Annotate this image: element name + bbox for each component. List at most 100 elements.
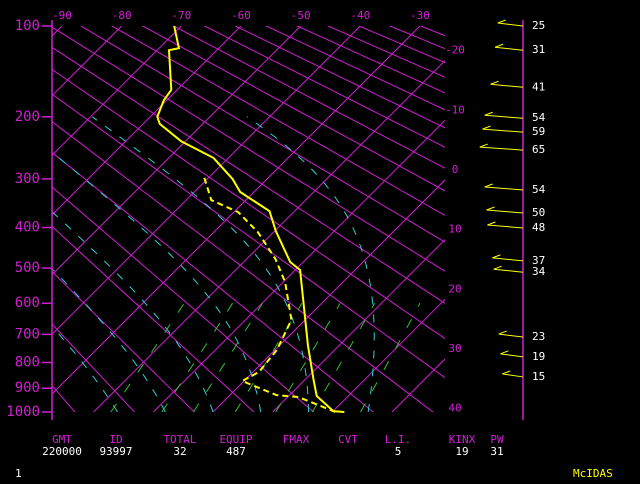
dry-adiabat	[141, 26, 445, 192]
dry-adiabat	[110, 26, 445, 216]
stat-label: L.I.	[385, 433, 412, 446]
wind-speed-label: 48	[532, 221, 545, 234]
stat-label: FMAX	[283, 433, 310, 446]
wind-barb	[490, 83, 524, 88]
dry-adiabat	[52, 120, 434, 412]
wind-barb-flag	[492, 254, 501, 259]
wind-barb	[500, 353, 524, 358]
stat-label: KINX	[449, 433, 476, 446]
x-tick-label: -90	[52, 9, 72, 22]
stat-value: 19	[455, 445, 468, 458]
moist-adiabat	[52, 151, 262, 412]
stat-value: 31	[490, 445, 503, 458]
x-tick-label: -30	[410, 9, 430, 22]
mixing-ratio-line	[275, 302, 341, 412]
x-tick-label: -60	[231, 9, 251, 22]
wind-speed-label: 25	[532, 19, 545, 32]
isotherm	[52, 26, 242, 216]
isotherm-label: 20	[448, 282, 461, 295]
plot-area	[52, 26, 445, 412]
y-tick-label: 400	[15, 220, 40, 236]
stat-label: CVT	[338, 433, 358, 446]
dry-adiabat	[52, 93, 445, 379]
isotherm	[52, 26, 182, 157]
wind-barb	[486, 209, 524, 214]
isotherm	[52, 26, 123, 97]
y-tick-label: 100	[15, 18, 40, 34]
stat-label: EQUIP	[219, 433, 252, 446]
stat-value: 487	[226, 445, 246, 458]
isotherm	[52, 26, 421, 395]
wind-barb	[479, 146, 524, 151]
wind-barb-flag	[502, 370, 511, 375]
wind-speed-label: 23	[532, 330, 545, 343]
mixing-ratio-line	[110, 302, 185, 412]
wind-speed-label: 65	[532, 143, 545, 156]
wind-speed-label: 31	[532, 43, 545, 56]
y-tick-label: 1000	[6, 404, 40, 420]
mixing-ratio-line	[192, 302, 263, 412]
dry-adiabat	[80, 26, 445, 243]
isotherm-label: -20	[445, 44, 465, 57]
dry-adiabat	[52, 270, 195, 412]
wind-barb-flag	[484, 111, 493, 116]
stat-label: GMT	[52, 433, 72, 446]
isotherm-label: 0	[452, 163, 459, 176]
wind-barb	[497, 22, 524, 27]
wind-speed-label: 59	[532, 125, 545, 138]
isotherm-label: 10	[448, 223, 461, 236]
wind-barb-flag	[487, 221, 496, 226]
wind-barb	[502, 373, 524, 378]
y-tick-label: 200	[15, 109, 40, 125]
wind-barb-flag	[479, 143, 488, 148]
dry-adiabat	[52, 26, 445, 272]
dry-adiabat	[52, 323, 136, 412]
dry-adiabat	[52, 46, 445, 304]
dry-adiabat	[172, 26, 445, 169]
wind-barb-flag	[493, 265, 502, 270]
y-tick-label: 500	[15, 260, 40, 276]
wind-barb	[493, 268, 524, 273]
isotherm	[152, 119, 445, 412]
footer-left: 1	[15, 467, 22, 480]
wind-barb	[494, 46, 524, 51]
dewpoint-line	[202, 174, 336, 413]
wind-barb-flag	[500, 350, 509, 355]
mixing-ratio-line	[311, 302, 376, 412]
wind-barb-flag	[484, 183, 493, 188]
stat-label: PW	[490, 433, 504, 446]
moist-adiabat	[52, 325, 118, 412]
wind-barb	[492, 257, 524, 262]
isotherm	[272, 238, 445, 412]
temperature-line	[156, 25, 345, 413]
dry-adiabat	[52, 186, 315, 412]
x-tick-label: -50	[291, 9, 311, 22]
mixing-ratio-line	[161, 302, 233, 412]
wind-barb-flag	[494, 43, 504, 48]
x-tick-label: -70	[171, 9, 191, 22]
wind-speed-label: 15	[532, 370, 545, 383]
isotherm-label: 40	[448, 402, 461, 415]
moist-adiabat	[246, 116, 375, 412]
wind-barb	[498, 333, 524, 338]
wind-speed-label: 54	[532, 183, 546, 196]
x-tick-label: -40	[350, 9, 370, 22]
stat-value: 5	[395, 445, 402, 458]
wind-speed-label: 37	[532, 254, 545, 267]
moist-adiabat	[92, 116, 309, 412]
wind-speed-label: 41	[532, 80, 545, 93]
wind-barb	[482, 128, 524, 133]
wind-barb	[487, 224, 524, 229]
dry-adiabat	[52, 151, 374, 412]
stat-label: ID	[109, 433, 122, 446]
y-tick-label: 300	[15, 171, 40, 187]
isotherm-label: 30	[448, 342, 461, 355]
wind-speed-label: 34	[532, 265, 546, 278]
dry-adiabat	[52, 68, 445, 340]
y-tick-label: 900	[15, 380, 40, 396]
wind-barb-flag	[497, 19, 506, 24]
y-tick-label: 800	[15, 355, 40, 371]
wind-barb-flag	[490, 80, 499, 85]
mixing-ratio-line	[360, 302, 421, 412]
